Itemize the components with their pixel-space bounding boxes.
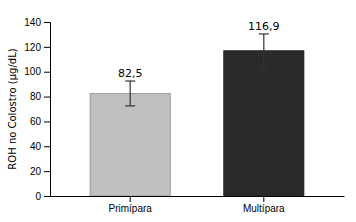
y-tick-mark [44,146,50,147]
x-tick-label: Primípara [109,203,153,214]
bar [224,51,304,196]
bar [90,93,170,196]
data-label: 82,5 [118,67,143,80]
x-tick-mark [130,196,131,202]
chart-svg: 0 20 40 60 80 100 120 140 Primípara Multípara 82,5… [0,0,356,222]
y-tick-mark [44,171,50,172]
error-bar [125,81,135,106]
data-labels: 82,5 116,9 [118,20,280,80]
y-tick-label: 140 [24,17,41,28]
error-bar-cap [125,105,135,106]
y-tick-label: 100 [24,66,41,77]
x-tick: Primípara [109,196,153,214]
y-axis: 0 20 40 60 80 100 120 140 [24,17,50,202]
plot: 0 20 40 60 80 100 120 140 Primípara Multípara 82,5… [24,17,344,214]
y-axis-line [44,23,51,197]
x-tick-label: Multípara [243,203,285,214]
y-tick-mark [44,196,50,197]
y-axis-title: ROH no Colostro (µg/dL) [7,48,18,169]
x-tick: Multípara [243,196,285,214]
y-tick-mark [44,97,50,98]
y-tick: 140 [24,17,50,28]
y-tick-mark [44,47,50,48]
y-tick-label: 40 [30,141,42,152]
y-tick-label: 0 [35,191,41,202]
y-tick: 0 [35,191,50,202]
x-axis-line [51,196,345,197]
y-tick-mark [44,72,50,73]
y-tick: 100 [24,66,50,77]
y-tick-label: 60 [30,116,42,127]
y-tick: 40 [30,141,50,152]
y-tick-label: 120 [24,42,41,53]
data-label: 116,9 [248,20,280,33]
marks [90,34,304,196]
y-tick-label: 20 [30,166,42,177]
error-bar-cap [125,80,135,81]
error-bar [259,34,269,68]
x-axis: Primípara Multípara [51,196,345,214]
y-tick-mark [44,22,50,23]
y-tick-mark [44,121,50,122]
y-tick: 120 [24,42,50,53]
x-tick-mark [263,196,264,202]
y-tick: 80 [30,91,50,102]
error-bar-cap [259,33,269,34]
chart-container: 0 20 40 60 80 100 120 140 Primípara Multípara 82,5… [0,0,356,222]
error-bar-stem [130,81,131,106]
error-bar-cap [259,67,269,68]
y-tick: 20 [30,166,50,177]
y-tick: 60 [30,116,50,127]
y-tick-label: 80 [30,91,42,102]
error-bar-stem [263,34,264,68]
